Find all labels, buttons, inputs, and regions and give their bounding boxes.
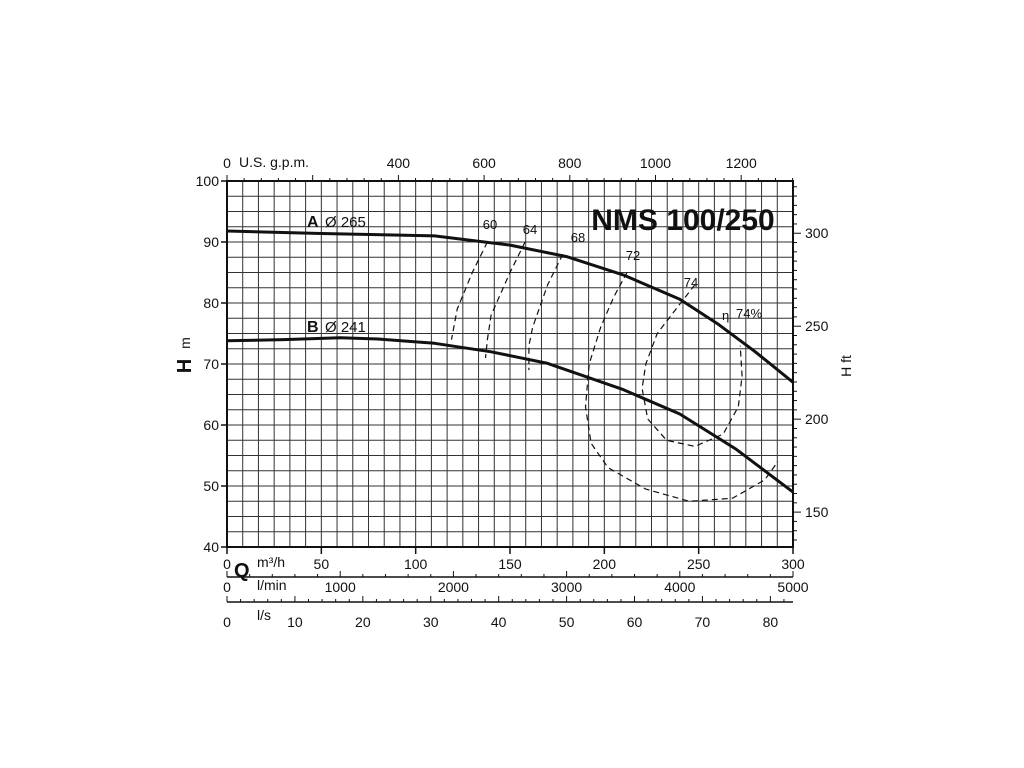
y-tick-label: 70 <box>203 356 219 372</box>
y-right-tick-label: 200 <box>805 411 829 427</box>
efficiency-contours: 60 64 68 72 74 η 74% <box>450 217 779 502</box>
x-tick-label: 100 <box>404 556 428 572</box>
y-tick-label: 50 <box>203 478 219 494</box>
curve-letter-label: A <box>307 214 319 231</box>
chart-title: NMS 100/250 <box>591 204 774 237</box>
lmin-tick-label: 0 <box>223 579 231 595</box>
curve-letter-label: B <box>307 319 319 336</box>
efficiency-curve-64 <box>484 241 526 358</box>
y-axis-right-label: H ft <box>838 355 854 377</box>
lmin-axis-unit: l/min <box>257 577 287 593</box>
efficiency-label: 72 <box>626 248 640 263</box>
curve-A <box>226 229 794 384</box>
y-tick-label: 100 <box>196 173 220 189</box>
y-tick-label: 90 <box>203 234 219 250</box>
ls-tick-label: 10 <box>287 614 303 630</box>
ls-tick-label: 60 <box>627 614 643 630</box>
curve-B <box>226 336 794 494</box>
lmin-tick-label: 2000 <box>438 579 469 595</box>
efficiency-curve-60 <box>450 241 488 340</box>
gpm-tick-label: 400 <box>387 155 411 171</box>
lmin-tick-label: 4000 <box>664 579 695 595</box>
chart-grid <box>227 181 793 547</box>
ls-axis-unit: l/s <box>257 607 271 623</box>
y-axis-unit: m <box>177 337 193 349</box>
efficiency-symbol: η <box>722 308 729 323</box>
y-right-tick-label: 300 <box>805 225 829 241</box>
efficiency-curve-72 <box>584 272 779 502</box>
efficiency-curve-74 <box>641 284 743 448</box>
ls-tick-label: 40 <box>491 614 507 630</box>
efficiency-label: 64 <box>523 222 537 237</box>
y-right-tick-label: 250 <box>805 318 829 334</box>
lmin-tick-label: 3000 <box>551 579 582 595</box>
x-axis-symbol: Q <box>234 560 250 582</box>
gpm-tick-label: 0 <box>223 155 231 171</box>
x-tick-label: 50 <box>314 556 330 572</box>
ls-tick-label: 0 <box>223 614 231 630</box>
ls-tick-label: 20 <box>355 614 371 630</box>
y-tick-label: 60 <box>203 417 219 433</box>
x-tick-label: 150 <box>498 556 522 572</box>
y-axis-symbol: H <box>174 359 196 373</box>
curve-diameter-label: Ø 265 <box>325 214 366 231</box>
x-axis-unit: m³/h <box>257 554 285 570</box>
ls-tick-label: 70 <box>695 614 711 630</box>
gpm-tick-label: 1200 <box>726 155 757 171</box>
performance-curves: A Ø 265 B Ø 241 <box>226 214 794 494</box>
x-tick-label: 200 <box>593 556 617 572</box>
ls-tick-label: 80 <box>763 614 779 630</box>
ls-tick-label: 50 <box>559 614 575 630</box>
ls-tick-label: 30 <box>423 614 439 630</box>
lmin-tick-label: 1000 <box>325 579 356 595</box>
efficiency-curve-68 <box>528 253 564 371</box>
efficiency-label: 74% <box>736 306 762 321</box>
y-tick-label: 40 <box>203 539 219 555</box>
gpm-tick-label: 800 <box>558 155 582 171</box>
top-axis-unit: U.S. g.p.m. <box>239 154 309 170</box>
efficiency-label: 68 <box>571 230 585 245</box>
y-right-tick-label: 150 <box>805 504 829 520</box>
x-tick-label: 300 <box>781 556 805 572</box>
lmin-tick-label: 5000 <box>777 579 808 595</box>
x-tick-label: 250 <box>687 556 711 572</box>
y-tick-label: 80 <box>203 295 219 311</box>
efficiency-label: 60 <box>483 217 497 232</box>
gpm-tick-label: 600 <box>472 155 496 171</box>
gpm-tick-label: 1000 <box>640 155 671 171</box>
curve-diameter-label: Ø 241 <box>325 319 366 336</box>
efficiency-label: 74 <box>684 275 698 290</box>
x-tick-label: 0 <box>223 556 231 572</box>
